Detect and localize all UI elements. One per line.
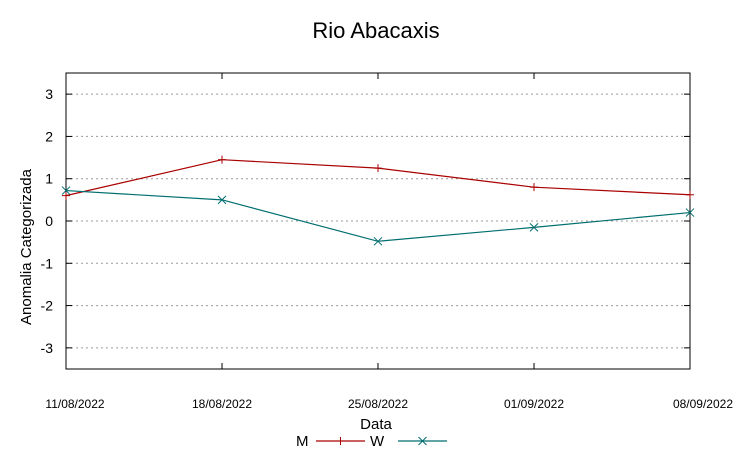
data-point-m <box>374 164 382 173</box>
x-tick-label: 25/08/2022 <box>348 397 408 411</box>
y-tick-label: -1 <box>41 255 54 271</box>
data-point-m <box>218 155 226 164</box>
data-point-w <box>217 195 227 205</box>
data-point-m <box>530 183 538 192</box>
x-axis-label: Data <box>360 416 392 433</box>
x-tick-label: 18/08/2022 <box>192 397 252 411</box>
x-tick-label: 11/08/2022 <box>45 397 104 411</box>
grid-lines <box>66 93 690 349</box>
legend-marker-m <box>336 437 345 445</box>
series-layer <box>61 155 695 246</box>
data-point-m <box>62 191 70 200</box>
legend-label-m: M <box>296 433 309 450</box>
data-point-w <box>685 208 695 217</box>
chart-title: Rio Abacaxis <box>312 18 439 43</box>
data-point-w <box>373 236 383 246</box>
x-tick-label: 01/09/2022 <box>504 397 564 411</box>
y-axis: 3 2 1 0 -1 -2 -3 <box>41 86 690 356</box>
legend-label-w: W <box>370 433 385 450</box>
y-tick-label: 2 <box>45 128 53 144</box>
y-tick-label: 3 <box>45 86 53 102</box>
y-tick-label: 0 <box>45 213 53 229</box>
data-point-w <box>529 222 539 232</box>
data-point-m <box>686 190 694 199</box>
y-tick-label: -2 <box>41 298 54 314</box>
x-tick-label: 08/09/2022 <box>673 397 733 411</box>
y-axis-label: Anomalia Categorizada <box>18 168 35 325</box>
y-tick-label: 1 <box>45 171 53 187</box>
data-point-w <box>61 186 71 195</box>
y-tick-label: -3 <box>41 340 54 356</box>
x-axis: 11/08/2022 18/08/2022 25/08/2022 01/09/2022… <box>45 73 733 411</box>
legend-marker-w <box>418 436 427 446</box>
